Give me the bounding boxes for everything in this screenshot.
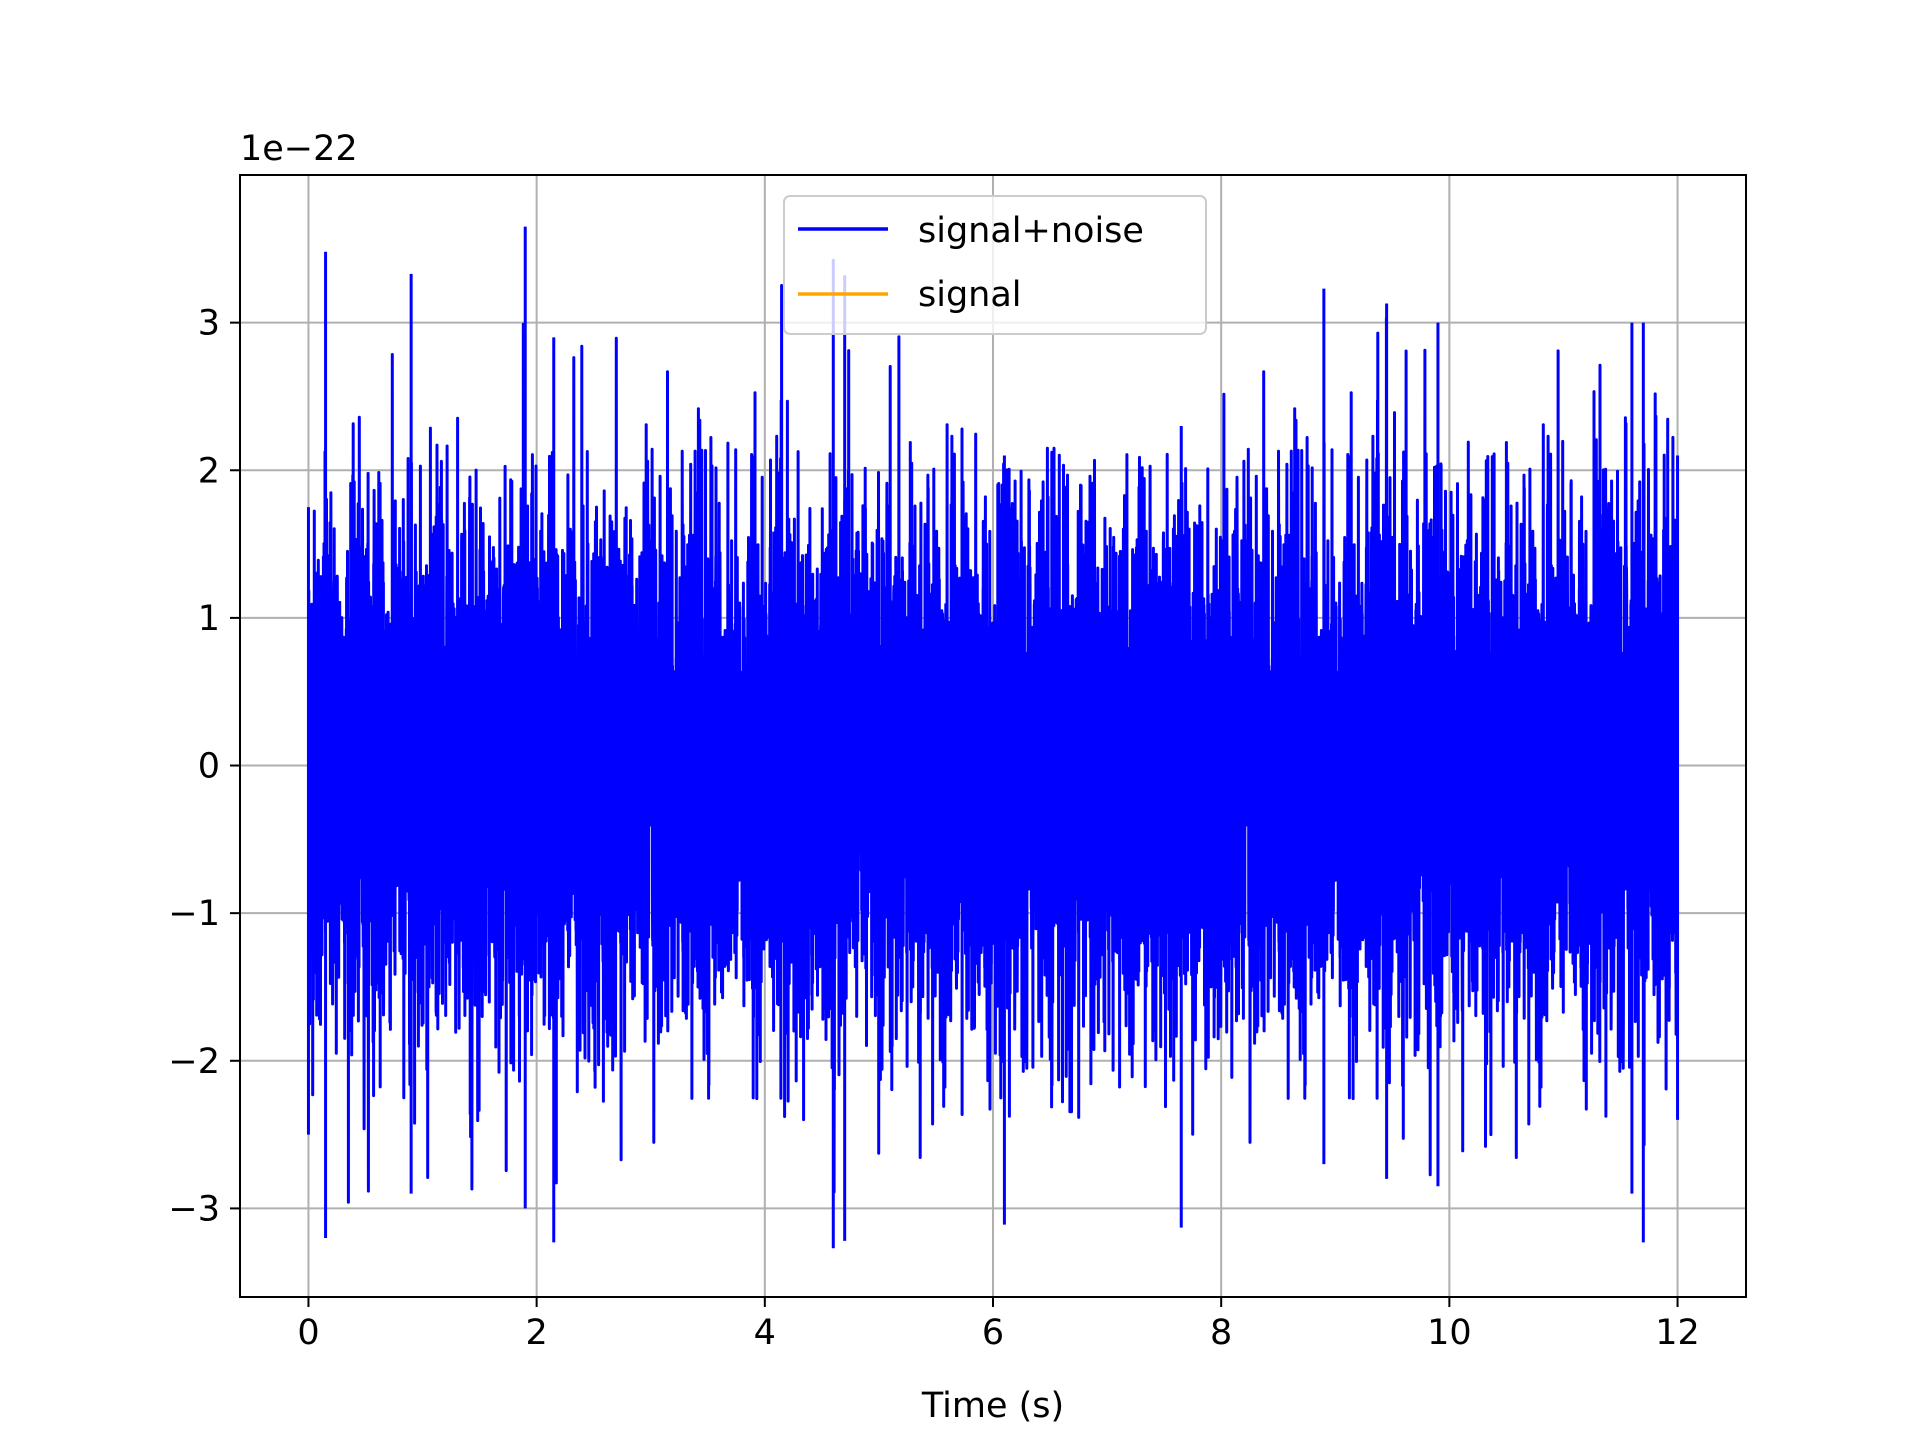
y-tick-label: 2: [198, 451, 220, 491]
series-line-signal-noise: [307, 284, 1679, 1204]
legend-label-signal-noise: signal+noise: [918, 211, 1144, 251]
y-tick-label: −1: [168, 894, 220, 934]
y-offset-text: 1e−22: [240, 129, 358, 169]
y-tick-label: −2: [168, 1042, 220, 1082]
x-tick-label: 6: [982, 1313, 1004, 1353]
x-tick-label: 0: [297, 1313, 319, 1353]
x-tick-label: 2: [525, 1313, 547, 1353]
x-axis-label: Time (s): [921, 1386, 1064, 1426]
y-tick-label: 0: [198, 747, 220, 787]
x-tick-label: 10: [1427, 1313, 1472, 1353]
x-tick-label: 12: [1655, 1313, 1700, 1353]
y-tick-label: −3: [168, 1189, 220, 1229]
legend-box: [783, 195, 1207, 335]
y-tick-label: 3: [198, 304, 220, 344]
x-tick-label: 4: [754, 1313, 776, 1353]
y-ticks: −3 −2 −1 0 1 2 3: [168, 304, 240, 1229]
series-layer: [306, 226, 1680, 1249]
x-ticks: 0 2 4 6 8 10 12: [297, 1297, 1700, 1353]
legend-label-signal: signal: [918, 275, 1022, 315]
legend: signal+noise signal: [783, 195, 1207, 335]
y-tick-label: 1: [198, 599, 220, 639]
x-tick-label: 8: [1210, 1313, 1232, 1353]
